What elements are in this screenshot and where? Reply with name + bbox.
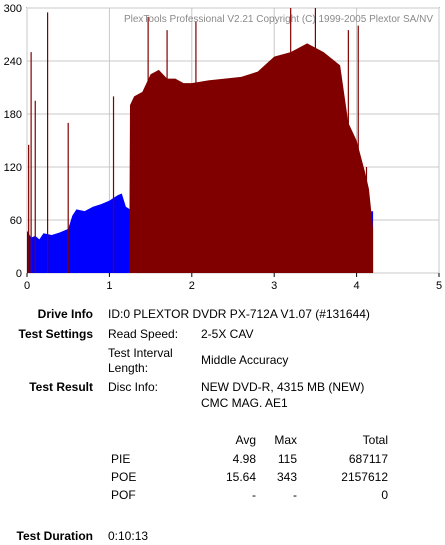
total-header: Total: [362, 433, 388, 447]
y-tick-label: 60: [10, 215, 22, 227]
disc-info-label: Disc Info:: [108, 380, 159, 394]
stat-row-name: POF: [111, 488, 136, 502]
disc-quality-chart: PlexTools Professional V2.21 Copyright (…: [4, 3, 442, 292]
stat-row-max: -: [293, 488, 297, 502]
chart-watermark: PlexTools Professional V2.21 Copyright (…: [124, 14, 433, 25]
read-speed-label: Read Speed:: [108, 327, 179, 341]
stat-row-avg: 4.98: [232, 452, 256, 466]
y-tick-label: 300: [4, 3, 22, 15]
stat-row-total: 0: [381, 488, 388, 502]
y-tick-label: 120: [4, 162, 22, 174]
stat-row-max: 115: [277, 452, 297, 466]
stat-row-avg: 15.64: [225, 470, 256, 484]
interval-label-line2: Length:: [108, 361, 149, 375]
read-speed-value: 2-5X CAV: [201, 327, 254, 341]
stat-row-name: POE: [111, 470, 137, 484]
drive-info-label: Drive Info: [37, 307, 93, 321]
x-tick-label: 2: [189, 280, 195, 292]
stat-row-total: 2157612: [341, 470, 388, 484]
y-axis-ticks: 0 60 120 180 240 300: [4, 3, 22, 280]
x-tick-label: 0: [24, 280, 30, 292]
y-tick-label: 0: [16, 268, 22, 280]
stat-row-avg: -: [252, 488, 256, 502]
test-settings-label: Test Settings: [18, 327, 93, 341]
stat-row-name: PIE: [111, 452, 131, 466]
y-tick-label: 240: [4, 56, 22, 68]
test-duration-label: Test Duration: [16, 529, 93, 543]
disc-info-line2: CMC MAG. AE1: [201, 396, 288, 410]
interval-value: Middle Accuracy: [201, 353, 289, 367]
x-axis-ticks: 0 1 2 3 4 5: [24, 273, 442, 292]
x-tick-label: 5: [436, 280, 442, 292]
x-tick-label: 1: [106, 280, 112, 292]
x-tick-label: 3: [271, 280, 277, 292]
avg-header: Avg: [235, 433, 256, 447]
poe-series-area: [129, 43, 374, 274]
test-result-label: Test Result: [29, 380, 93, 394]
x-tick-label: 4: [354, 280, 360, 292]
disc-info-line1: NEW DVD-R, 4315 MB (NEW): [201, 380, 365, 394]
drive-info-value: ID:0 PLEXTOR DVDR PX-712A V1.07 (#131644…: [108, 307, 370, 321]
interval-label-line1: Test Interval: [108, 346, 173, 360]
y-tick-label: 180: [4, 109, 22, 121]
stat-row-max: 343: [276, 470, 297, 484]
max-header: Max: [274, 433, 297, 447]
stat-row-total: 687117: [348, 452, 388, 466]
test-duration-value: 0:10:13: [108, 529, 149, 543]
chart-spikes: [28, 8, 368, 273]
